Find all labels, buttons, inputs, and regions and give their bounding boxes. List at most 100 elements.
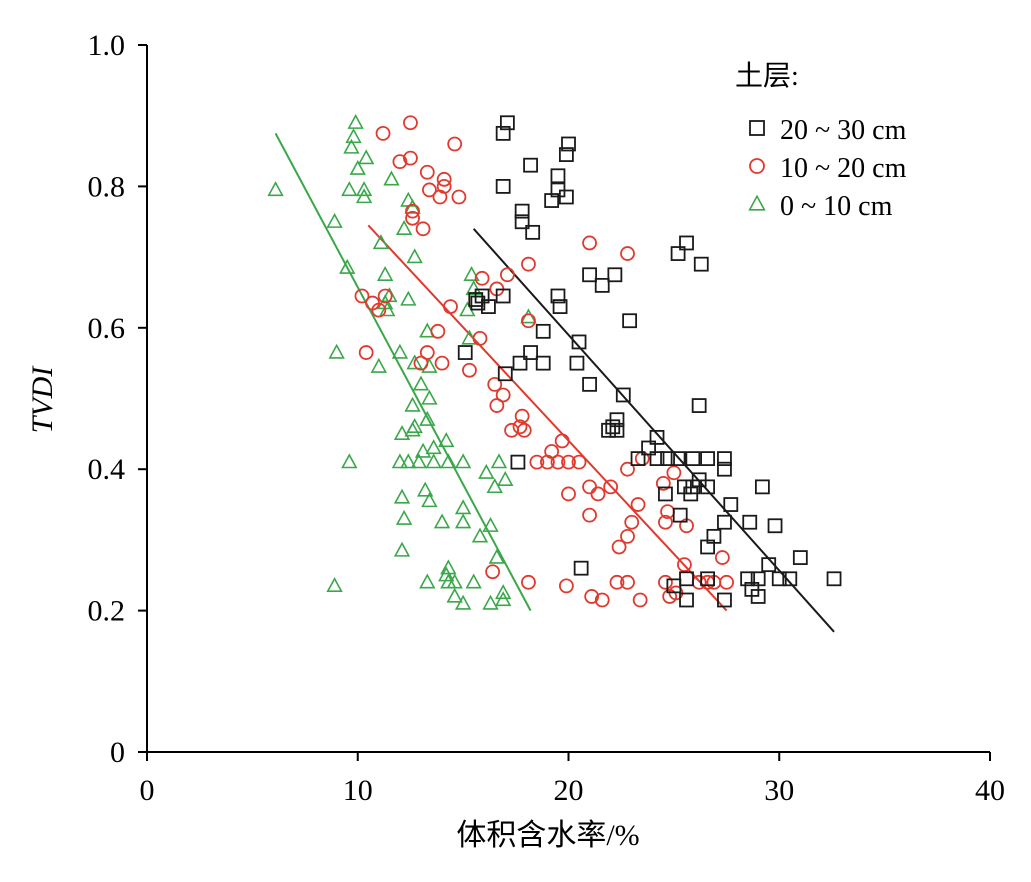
data-point-series-2 xyxy=(347,113,364,129)
data-point-series-1 xyxy=(487,376,503,392)
data-point-series-1 xyxy=(584,589,600,604)
legend-label-0: 20 ~ 30 cm xyxy=(780,115,907,146)
legend-marker-2 xyxy=(748,194,766,211)
data-point-series-1 xyxy=(582,507,597,523)
data-point-series-1 xyxy=(451,189,467,205)
data-point-series-0 xyxy=(717,451,732,466)
data-points xyxy=(267,113,842,610)
data-point-series-0 xyxy=(761,557,777,573)
data-point-series-0 xyxy=(754,479,770,495)
data-point-series-2 xyxy=(267,181,284,197)
data-point-series-2 xyxy=(391,343,409,359)
data-point-series-1 xyxy=(436,171,452,187)
data-point-series-0 xyxy=(767,518,783,534)
x-tick-label: 10 xyxy=(343,774,373,807)
data-point-series-1 xyxy=(516,422,532,438)
data-point-series-2 xyxy=(379,301,396,317)
legend: 土层: 20 ~ 30 cm 10 ~ 20 cm 0 ~ 10 cm xyxy=(735,60,907,222)
data-point-series-0 xyxy=(550,168,566,184)
data-point-series-1 xyxy=(403,150,418,166)
data-point-series-0 xyxy=(594,277,610,293)
data-point-series-0 xyxy=(622,313,638,329)
legend-label-1: 10 ~ 20 cm xyxy=(780,153,907,184)
data-point-series-1 xyxy=(658,514,673,530)
data-point-series-2 xyxy=(438,432,455,448)
data-point-series-2 xyxy=(343,138,360,154)
data-point-series-2 xyxy=(454,513,472,529)
data-point-series-0 xyxy=(561,136,576,152)
data-point-series-2 xyxy=(488,548,506,564)
data-point-series-1 xyxy=(571,454,587,470)
data-point-series-0 xyxy=(470,295,486,311)
data-point-series-0 xyxy=(679,592,694,608)
data-point-series-2 xyxy=(406,354,423,370)
data-point-series-0 xyxy=(514,203,530,219)
data-point-series-2 xyxy=(454,453,472,469)
data-point-series-0 xyxy=(535,323,551,339)
data-point-series-0 xyxy=(717,514,732,530)
data-point-series-1 xyxy=(415,221,431,237)
data-point-series-1 xyxy=(462,362,477,378)
data-point-series-0 xyxy=(573,560,589,576)
data-point-series-0 xyxy=(691,398,707,413)
data-point-series-2 xyxy=(419,573,436,589)
data-point-series-1 xyxy=(611,539,627,555)
data-point-series-1 xyxy=(609,574,625,590)
data-point-series-0 xyxy=(550,288,566,304)
data-point-series-2 xyxy=(376,265,394,281)
data-point-series-1 xyxy=(561,454,576,470)
y-tick-label: 0 xyxy=(110,736,125,769)
data-point-series-1 xyxy=(677,557,692,573)
data-point-series-1 xyxy=(354,288,370,304)
x-tick-label: 30 xyxy=(764,774,794,807)
data-point-series-0 xyxy=(582,376,597,392)
data-point-series-2 xyxy=(370,357,387,373)
data-point-series-1 xyxy=(432,189,448,205)
data-point-series-1 xyxy=(430,323,446,339)
data-point-series-1 xyxy=(392,154,408,170)
data-point-series-1 xyxy=(405,203,420,219)
data-point-series-1 xyxy=(485,564,501,580)
y-tick-label: 0.2 xyxy=(88,595,126,628)
data-point-series-0 xyxy=(497,366,513,382)
data-point-series-2 xyxy=(497,470,514,486)
data-point-series-0 xyxy=(679,571,694,587)
data-point-series-2 xyxy=(383,170,400,186)
data-point-series-0 xyxy=(607,267,623,283)
data-point-series-2 xyxy=(520,308,537,324)
data-point-series-2 xyxy=(454,499,472,515)
data-point-series-2 xyxy=(412,375,430,391)
data-point-series-0 xyxy=(558,147,574,162)
data-point-series-1 xyxy=(603,479,619,495)
data-point-series-2 xyxy=(404,421,421,437)
data-point-series-2 xyxy=(421,357,438,373)
data-point-series-0 xyxy=(495,125,511,141)
data-point-series-2 xyxy=(341,181,358,197)
data-point-series-2 xyxy=(404,198,421,214)
data-point-series-0 xyxy=(605,419,621,435)
data-point-series-0 xyxy=(630,451,646,466)
data-point-series-1 xyxy=(666,465,682,481)
data-point-series-0 xyxy=(512,355,528,371)
data-point-series-2 xyxy=(490,453,508,469)
data-point-series-1 xyxy=(632,592,648,608)
data-point-series-2 xyxy=(372,234,390,250)
data-point-series-1 xyxy=(558,578,574,594)
data-point-series-1 xyxy=(499,267,515,283)
data-point-series-2 xyxy=(482,516,499,532)
data-point-series-2 xyxy=(345,128,362,144)
data-point-series-0 xyxy=(750,589,766,604)
data-point-series-0 xyxy=(670,246,686,261)
data-point-series-1 xyxy=(447,136,463,152)
data-point-series-1 xyxy=(662,589,678,604)
y-tick-label: 0.4 xyxy=(88,453,126,486)
y-tick-label: 0.8 xyxy=(88,170,126,203)
y-tick-label: 0.6 xyxy=(88,312,126,345)
data-point-series-1 xyxy=(504,422,519,438)
data-point-series-2 xyxy=(482,594,499,610)
data-point-series-1 xyxy=(377,288,393,304)
data-point-series-2 xyxy=(414,442,432,458)
data-point-series-2 xyxy=(410,453,428,469)
data-point-series-0 xyxy=(601,422,616,438)
